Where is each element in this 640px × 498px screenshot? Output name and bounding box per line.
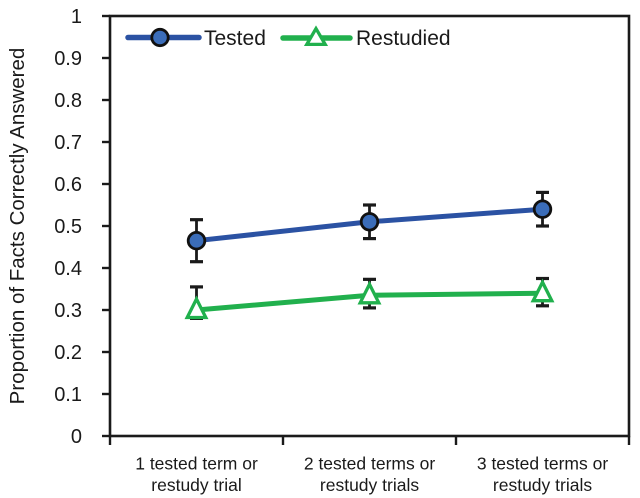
data-point-triangle [530, 278, 555, 303]
data-point-circle [532, 199, 553, 219]
legend-triangle-marker-icon [303, 25, 329, 47]
data-point-triangle [184, 295, 209, 320]
y-tick-label: 0.5 [54, 216, 82, 238]
x-axis-labels: 1 tested term or restudy trial 2 tested te… [135, 454, 608, 496]
y-tick-label: 0.8 [54, 90, 82, 112]
data-point-circle [186, 230, 207, 251]
y-tick-label: 0.2 [54, 342, 82, 364]
legend: Tested Restudied [125, 25, 451, 50]
data-point-triangle [357, 280, 382, 305]
legend-label-restudied: Restudied [356, 27, 451, 50]
x-category-label: 1 tested term or restudy trial [135, 454, 258, 496]
y-tick-label: 0.9 [54, 48, 82, 70]
x-category-label: 3 tested terms or restudy trials [477, 454, 608, 496]
y-tick-label: 0.7 [54, 132, 82, 154]
y-axis: 1 0.9 0.8 0.7 0.6 0.5 0.4 0.3 0.2 0.1 0 [54, 6, 110, 448]
y-tick-label: 0 [71, 426, 82, 448]
y-tick-label: 0.6 [54, 174, 82, 196]
y-axis-title: Proportion of Facts Correctly Answered [6, 48, 29, 405]
x-category-label: 2 tested terms or restudy trials [304, 454, 435, 496]
legend-label-tested: Tested [204, 27, 266, 50]
legend-circle-marker-icon [150, 27, 170, 48]
y-tick-label: 1 [71, 6, 82, 28]
y-tick-label: 0.3 [54, 300, 82, 322]
series-tested [186, 190, 553, 264]
x-axis [108, 436, 631, 445]
series-restudied [184, 276, 555, 320]
data-point-circle [359, 212, 380, 232]
series-layer [184, 190, 555, 320]
y-tick-label: 0.4 [54, 258, 82, 280]
y-tick-label: 0.1 [54, 384, 82, 406]
